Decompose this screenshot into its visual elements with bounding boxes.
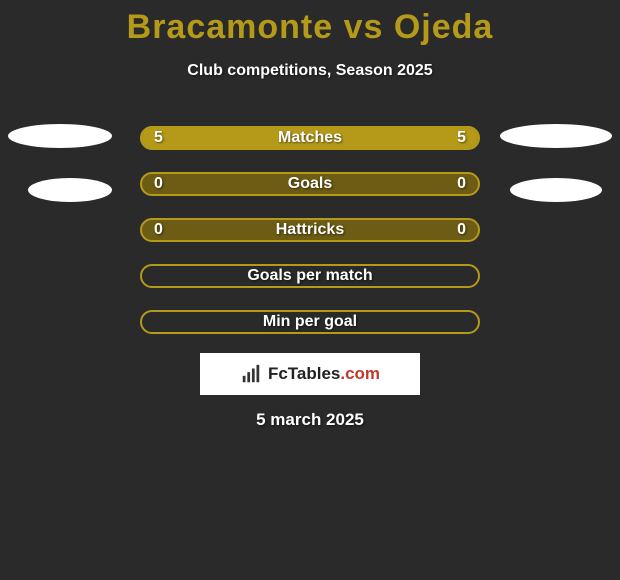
bar-chart-icon [240,363,262,385]
stat-value-left: 0 [154,220,163,240]
stat-row: Min per goal [140,310,480,334]
stat-value-right: 0 [457,174,466,194]
team-badge-left [8,124,112,148]
stat-label: Min per goal [142,312,478,332]
stat-label: Goals [142,174,478,194]
logo-text: FcTables.com [268,364,380,384]
stat-value-left: 5 [154,128,163,148]
stat-row: Goals per match [140,264,480,288]
logo-text-prefix: FcTables [268,364,340,383]
date-text: 5 march 2025 [0,410,620,430]
stat-row: Matches5 5 [140,126,480,150]
stat-value-left: 0 [154,174,163,194]
team-badge-left [28,178,112,202]
team-badge-right [500,124,612,148]
stat-row: Goals0 0 [140,172,480,196]
stat-row: Hattricks0 0 [140,218,480,242]
stat-label: Goals per match [142,266,478,286]
comparison-title: Bracamonte vs Ojeda [0,0,620,47]
stat-label: Matches [142,128,478,148]
stat-label: Hattricks [142,220,478,240]
team-badge-right [510,178,602,202]
stat-value-right: 0 [457,220,466,240]
logo-text-suffix: .com [340,364,380,383]
stat-value-right: 5 [457,128,466,148]
comparison-subtitle: Club competitions, Season 2025 [0,62,620,80]
fctables-logo: FcTables.com [200,353,420,395]
